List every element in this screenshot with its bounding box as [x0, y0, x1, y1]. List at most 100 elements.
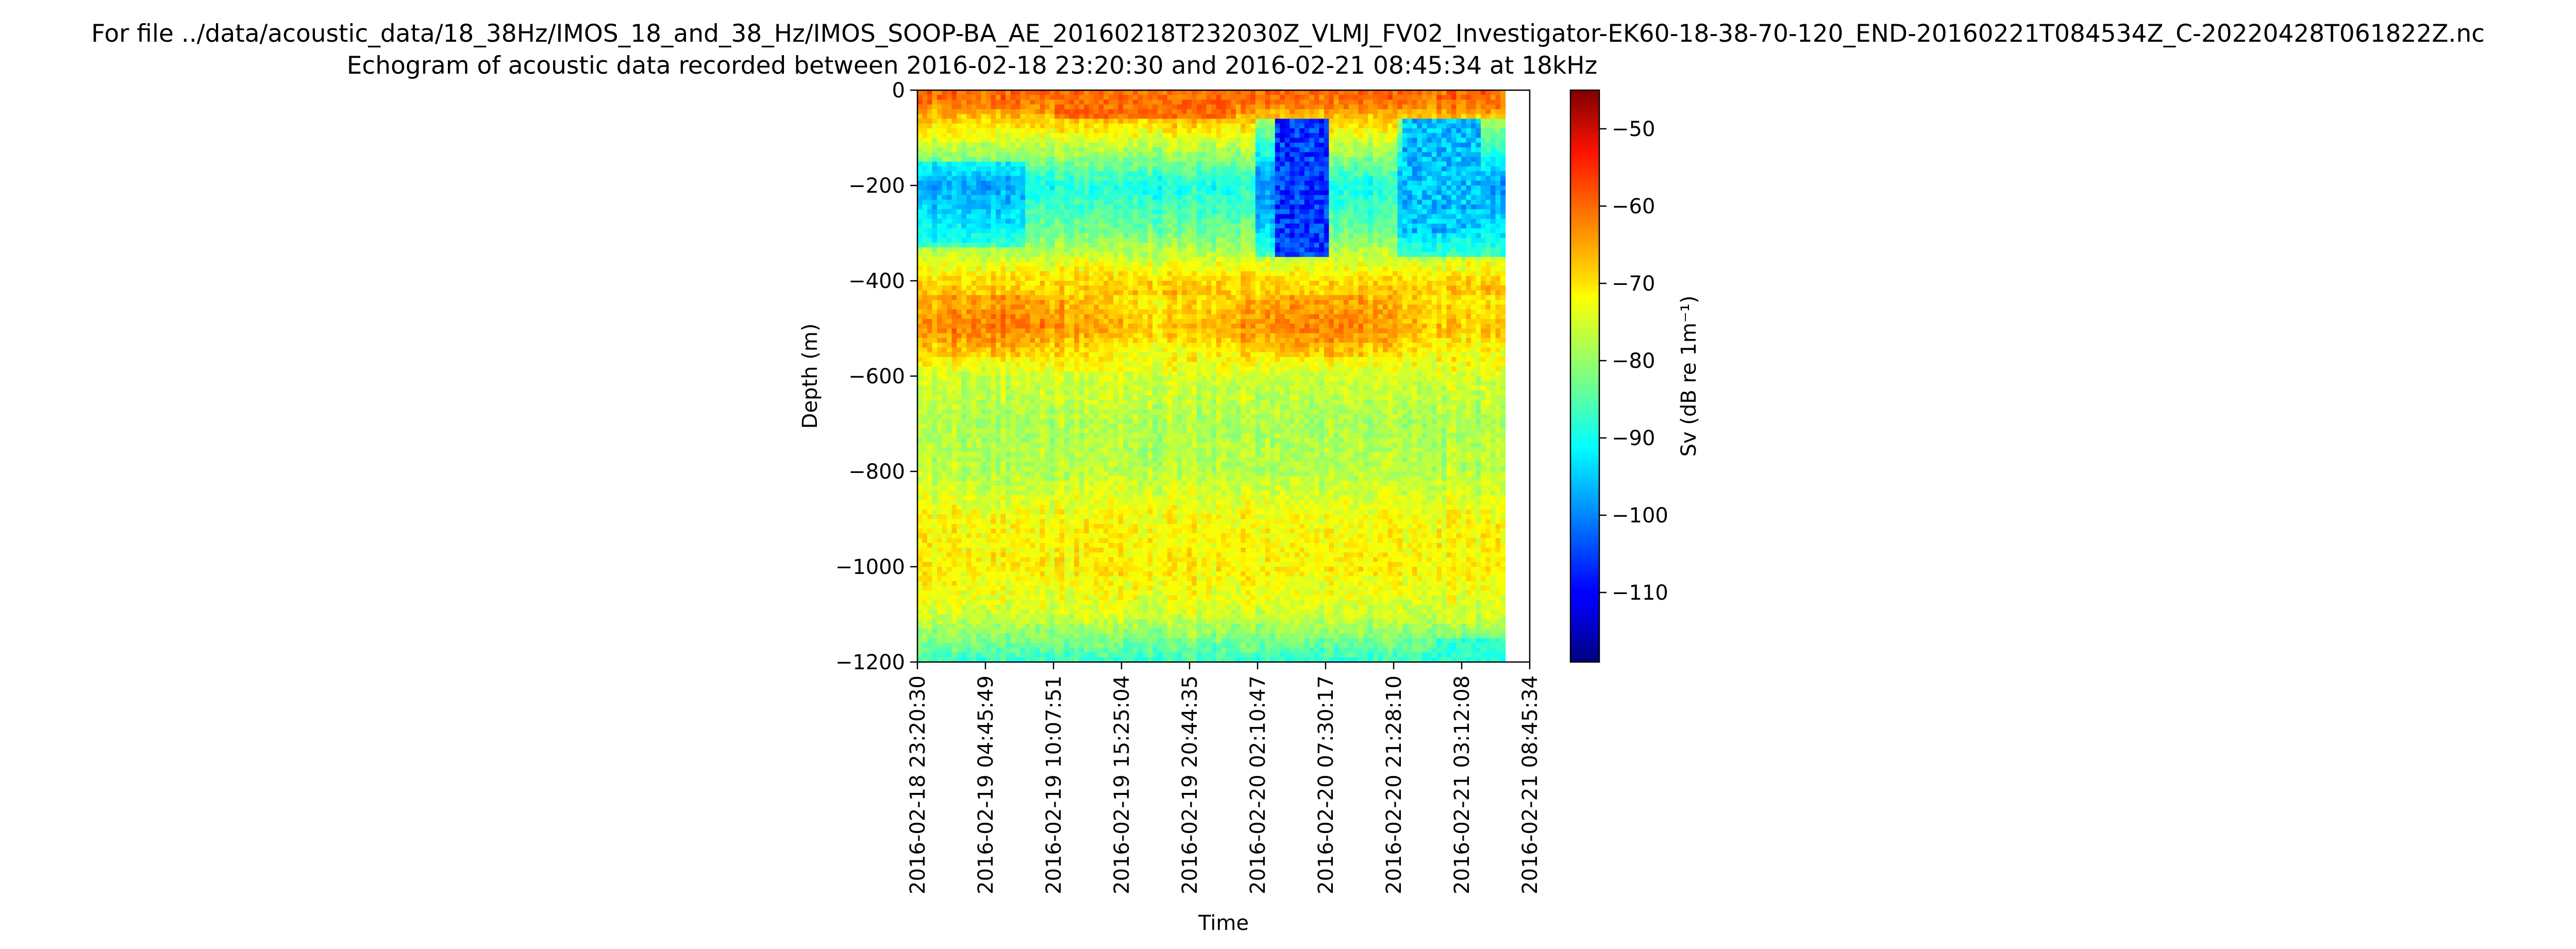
heatmap-cell	[1035, 390, 1041, 396]
heatmap-cell	[937, 338, 943, 344]
heatmap-cell	[927, 543, 933, 548]
heatmap-cell	[942, 452, 947, 458]
heatmap-cell	[927, 485, 933, 491]
heatmap-cell	[1094, 271, 1099, 277]
heatmap-cell	[1040, 314, 1045, 319]
heatmap-cell	[981, 218, 986, 224]
heatmap-cell	[1098, 190, 1104, 196]
heatmap-cell	[1103, 166, 1109, 172]
heatmap-cell	[1035, 271, 1041, 277]
heatmap-cell	[996, 510, 1001, 515]
heatmap-cell	[1045, 224, 1050, 229]
heatmap-cell	[1094, 476, 1099, 482]
heatmap-cell	[1045, 257, 1050, 262]
heatmap-cell	[937, 243, 943, 248]
heatmap-cell	[1059, 133, 1065, 139]
heatmap-cell	[1020, 629, 1026, 634]
heatmap-cell	[976, 400, 982, 405]
heatmap-cell	[1098, 147, 1104, 153]
heatmap-cell	[957, 99, 962, 105]
heatmap-cell	[1006, 576, 1011, 582]
heatmap-cell	[1015, 447, 1021, 453]
heatmap-cell	[986, 581, 992, 586]
heatmap-cell	[1113, 271, 1119, 277]
heatmap-cell	[951, 605, 957, 611]
heatmap-cell	[1079, 366, 1084, 372]
heatmap-cell	[1064, 300, 1070, 306]
heatmap-cell	[1118, 195, 1124, 200]
heatmap-cell	[1079, 228, 1084, 234]
heatmap-cell	[1108, 390, 1114, 396]
heatmap-cell	[917, 452, 923, 458]
heatmap-cell	[917, 333, 923, 338]
heatmap-cell	[986, 514, 992, 520]
heatmap-cell	[1020, 529, 1026, 534]
heatmap-cell	[1006, 395, 1011, 401]
heatmap-cell	[981, 262, 986, 267]
heatmap-cell	[971, 638, 977, 643]
heatmap-cell	[1069, 352, 1075, 358]
heatmap-cell	[966, 285, 972, 291]
heatmap-cell	[1059, 333, 1065, 338]
heatmap-cell	[1089, 438, 1094, 444]
heatmap-cell	[1045, 133, 1050, 139]
heatmap-cell	[1015, 490, 1021, 496]
heatmap-cell	[1113, 423, 1119, 429]
heatmap-cell	[1055, 304, 1060, 310]
heatmap-cell	[1015, 519, 1021, 524]
heatmap-cell	[1079, 590, 1084, 596]
heatmap-cell	[996, 504, 1001, 510]
heatmap-cell	[1020, 357, 1026, 363]
heatmap-cell	[1006, 533, 1011, 539]
heatmap-cell	[937, 495, 943, 501]
heatmap-cell	[1006, 466, 1011, 472]
heatmap-cell	[1049, 357, 1055, 363]
heatmap-cell	[947, 385, 952, 391]
heatmap-cell	[996, 157, 1001, 162]
heatmap-cell	[922, 266, 928, 272]
heatmap-cell	[1084, 252, 1090, 258]
heatmap-cell	[1113, 543, 1119, 548]
heatmap-cell	[932, 395, 938, 401]
heatmap-cell	[927, 428, 933, 434]
heatmap-cell	[951, 433, 957, 439]
heatmap-cell	[1074, 304, 1080, 310]
heatmap-cell	[1079, 523, 1084, 529]
heatmap-cell	[1103, 266, 1109, 272]
heatmap-cell	[1025, 123, 1031, 129]
heatmap-cell	[1069, 142, 1075, 148]
heatmap-cell	[1055, 128, 1060, 134]
heatmap-cell	[1089, 199, 1094, 205]
heatmap-cell	[1069, 490, 1075, 496]
heatmap-cell	[1113, 400, 1119, 405]
heatmap-cell	[917, 428, 923, 434]
heatmap-cell	[922, 366, 928, 372]
heatmap-cell	[1108, 590, 1114, 596]
heatmap-cell	[1010, 638, 1016, 643]
heatmap-cell	[1055, 371, 1060, 377]
heatmap-cell	[1049, 99, 1055, 105]
heatmap-cell	[1089, 300, 1094, 306]
heatmap-cell	[917, 438, 923, 444]
heatmap-cell	[1030, 567, 1035, 572]
heatmap-cell	[1094, 390, 1099, 396]
heatmap-cell	[1040, 648, 1045, 653]
heatmap-cell	[1040, 161, 1045, 167]
heatmap-cell	[981, 571, 986, 577]
heatmap-cell	[961, 495, 967, 501]
heatmap-cell	[1030, 481, 1035, 486]
heatmap-cell	[1059, 343, 1065, 348]
heatmap-cell	[1079, 371, 1084, 377]
heatmap-cell	[1089, 142, 1094, 148]
heatmap-cell	[1113, 95, 1119, 100]
heatmap-cell	[1030, 581, 1035, 586]
heatmap-cell	[986, 609, 992, 615]
heatmap-cell	[1025, 281, 1031, 286]
heatmap-cell	[1059, 366, 1065, 372]
heatmap-cell	[932, 371, 938, 377]
heatmap-cell	[1113, 157, 1119, 162]
heatmap-cell	[932, 438, 938, 444]
heatmap-cell	[1020, 262, 1026, 267]
heatmap-cell	[1079, 133, 1084, 139]
heatmap-cell	[927, 419, 933, 425]
